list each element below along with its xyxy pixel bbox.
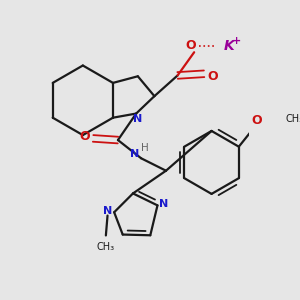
- Text: N: N: [103, 206, 112, 216]
- Text: CH₃: CH₃: [97, 242, 115, 252]
- Text: O: O: [80, 130, 90, 143]
- Text: CH₃: CH₃: [285, 114, 300, 124]
- Text: N: N: [130, 149, 139, 159]
- Text: N: N: [160, 199, 169, 209]
- Text: +: +: [232, 37, 241, 46]
- Text: O: O: [207, 70, 218, 83]
- Text: O: O: [185, 39, 196, 52]
- Text: H: H: [141, 143, 148, 153]
- Text: O: O: [251, 114, 262, 127]
- Text: N: N: [133, 113, 142, 124]
- Text: K: K: [224, 39, 234, 52]
